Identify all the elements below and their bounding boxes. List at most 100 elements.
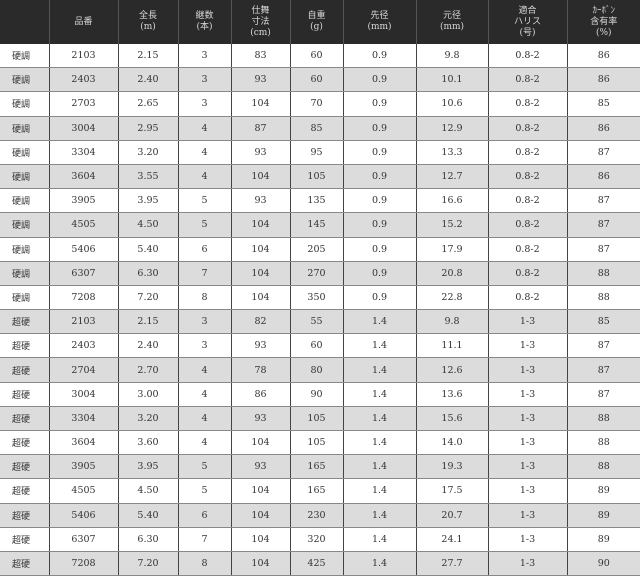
table-row: 硬調 7208 7.20 8 104 350 0.9 22.8 0.8-2 88	[0, 285, 640, 311]
cell-weight: 105	[289, 164, 343, 190]
cell-weight: 320	[289, 527, 343, 552]
cell-model-number: 3604	[48, 164, 118, 190]
cell-butt-diameter: 24.1	[415, 527, 488, 552]
cell-grade: 超硬	[0, 309, 49, 335]
cell-length: 6.30	[117, 261, 178, 286]
cell-grade: 硬調	[0, 212, 49, 238]
cell-length: 4.50	[117, 212, 178, 238]
table-row: 超硬 6307 6.30 7 104 320 1.4 24.1 1-3 89	[0, 527, 640, 552]
table-row: 超硬 2403 2.40 3 93 60 1.4 11.1 1-3 87	[0, 333, 640, 359]
cell-carbon-content: 87	[566, 237, 640, 262]
cell-line-rating: 0.8-2	[487, 91, 567, 117]
cell-tip-diameter: 0.9	[342, 212, 416, 238]
cell-closed-length: 104	[230, 285, 290, 311]
cell-grade: 超硬	[0, 478, 49, 504]
table-row: 硬調 2403 2.40 3 93 60 0.9 10.1 0.8-2 86	[0, 67, 640, 93]
cell-tip-diameter: 1.4	[342, 406, 416, 432]
cell-closed-length: 93	[230, 406, 290, 432]
cell-tip-diameter: 1.4	[342, 430, 416, 456]
cell-sections: 6	[177, 503, 231, 528]
cell-closed-length: 83	[230, 44, 290, 69]
table-row: 硬調 6307 6.30 7 104 270 0.9 20.8 0.8-2 88	[0, 261, 640, 286]
cell-sections: 3	[177, 44, 231, 69]
cell-weight: 70	[289, 91, 343, 117]
cell-carbon-content: 86	[566, 67, 640, 93]
cell-tip-diameter: 0.9	[342, 261, 416, 286]
cell-butt-diameter: 15.2	[415, 212, 488, 238]
cell-grade: 超硬	[0, 382, 49, 407]
cell-sections: 4	[177, 357, 231, 383]
cell-weight: 350	[289, 285, 343, 311]
cell-length: 4.50	[117, 478, 178, 504]
cell-carbon-content: 87	[566, 333, 640, 359]
cell-tip-diameter: 0.9	[342, 44, 416, 69]
cell-tip-diameter: 1.4	[342, 454, 416, 480]
cell-grade: 超硬	[0, 357, 49, 383]
cell-grade: 超硬	[0, 527, 49, 552]
cell-closed-length: 78	[230, 357, 290, 383]
table-row: 硬調 3304 3.20 4 93 95 0.9 13.3 0.8-2 87	[0, 140, 640, 165]
cell-line-rating: 1-3	[487, 454, 567, 480]
cell-weight: 60	[289, 44, 343, 69]
cell-model-number: 2403	[48, 67, 118, 93]
table-row: 超硬 4505 4.50 5 104 165 1.4 17.5 1-3 89	[0, 478, 640, 504]
table-row: 超硬 7208 7.20 8 104 425 1.4 27.7 1-3 90	[0, 551, 640, 577]
cell-tip-diameter: 1.4	[342, 551, 416, 577]
cell-carbon-content: 88	[566, 430, 640, 456]
cell-length: 3.00	[117, 382, 178, 407]
cell-tip-diameter: 1.4	[342, 333, 416, 359]
cell-carbon-content: 87	[566, 382, 640, 407]
cell-tip-diameter: 1.4	[342, 357, 416, 383]
cell-weight: 90	[289, 382, 343, 407]
cell-closed-length: 93	[230, 333, 290, 359]
cell-sections: 7	[177, 527, 231, 552]
cell-line-rating: 0.8-2	[487, 140, 567, 165]
cell-sections: 7	[177, 261, 231, 286]
cell-line-rating: 1-3	[487, 309, 567, 335]
cell-closed-length: 93	[230, 188, 290, 214]
cell-model-number: 4505	[48, 212, 118, 238]
cell-length: 3.60	[117, 430, 178, 456]
cell-butt-diameter: 17.5	[415, 478, 488, 504]
cell-carbon-content: 88	[566, 454, 640, 480]
cell-carbon-content: 85	[566, 91, 640, 117]
cell-line-rating: 0.8-2	[487, 164, 567, 190]
cell-tip-diameter: 1.4	[342, 309, 416, 335]
cell-sections: 3	[177, 67, 231, 93]
cell-weight: 145	[289, 212, 343, 238]
cell-length: 2.40	[117, 67, 178, 93]
cell-grade: 硬調	[0, 140, 49, 165]
cell-closed-length: 86	[230, 382, 290, 407]
cell-grade: 硬調	[0, 67, 49, 93]
cell-grade: 硬調	[0, 188, 49, 214]
cell-grade: 超硬	[0, 551, 49, 577]
table-header: 品番 全長 (m) 継数 (本) 仕舞 寸法 (cm) 自重 (g) 先径 (mm) 元径 …	[0, 0, 640, 44]
cell-line-rating: 0.8-2	[487, 188, 567, 214]
header-grade	[0, 0, 49, 44]
cell-butt-diameter: 19.3	[415, 454, 488, 480]
cell-grade: 超硬	[0, 333, 49, 359]
cell-model-number: 7208	[48, 285, 118, 311]
table-body: 硬調 2103 2.15 3 83 60 0.9 9.8 0.8-2 86 硬調 2403 2.40 3 9…	[0, 44, 640, 577]
cell-weight: 60	[289, 67, 343, 93]
cell-grade: 硬調	[0, 285, 49, 311]
cell-line-rating: 1-3	[487, 527, 567, 552]
cell-closed-length: 104	[230, 91, 290, 117]
header-weight: 自重 (g)	[289, 0, 343, 44]
cell-model-number: 5406	[48, 503, 118, 528]
cell-butt-diameter: 16.6	[415, 188, 488, 214]
cell-sections: 4	[177, 140, 231, 165]
cell-line-rating: 0.8-2	[487, 261, 567, 286]
cell-line-rating: 1-3	[487, 503, 567, 528]
cell-line-rating: 1-3	[487, 357, 567, 383]
cell-carbon-content: 85	[566, 309, 640, 335]
cell-carbon-content: 87	[566, 140, 640, 165]
cell-carbon-content: 89	[566, 478, 640, 504]
cell-sections: 3	[177, 333, 231, 359]
cell-butt-diameter: 11.1	[415, 333, 488, 359]
cell-length: 3.20	[117, 406, 178, 432]
cell-closed-length: 104	[230, 212, 290, 238]
cell-butt-diameter: 12.9	[415, 116, 488, 141]
cell-carbon-content: 89	[566, 527, 640, 552]
cell-butt-diameter: 14.0	[415, 430, 488, 456]
